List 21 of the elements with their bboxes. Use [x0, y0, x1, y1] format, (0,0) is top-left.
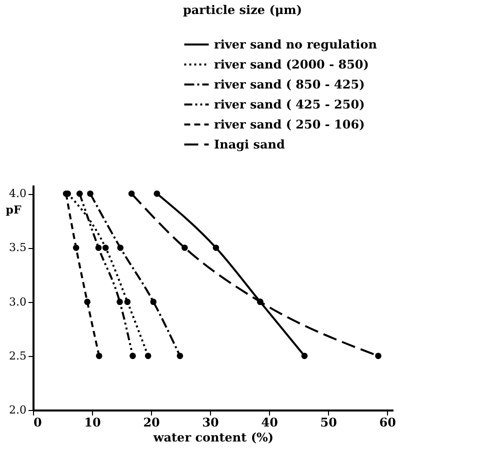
- y-tick-label: 2.5: [9, 349, 26, 362]
- y-axis-title: pF: [6, 204, 22, 216]
- x-tick-label: 0: [34, 416, 42, 430]
- y-tick-label: 3.0: [9, 295, 26, 308]
- y-tick-label: 2.0: [9, 404, 26, 416]
- y-tick-label: 4.0: [9, 187, 26, 200]
- legend-label: river sand ( 425 - 250): [214, 98, 365, 112]
- y-tick-label: 3.5: [9, 241, 26, 254]
- legend-label: river sand (2000 - 850): [214, 58, 369, 72]
- x-tick-label: 20: [143, 416, 160, 430]
- legend-title: particle size (μm): [183, 3, 302, 17]
- x-tick-label: 30: [202, 416, 219, 430]
- legend-label: Inagi sand: [214, 138, 286, 152]
- x-tick-label: 60: [379, 416, 396, 430]
- x-tick-label: 40: [261, 416, 278, 430]
- x-axis-title: water content (%): [152, 430, 274, 444]
- legend-label: river sand ( 850 - 425): [214, 78, 365, 92]
- legend-label: river sand ( 250 - 106): [214, 118, 365, 132]
- x-tick-label: 10: [84, 416, 101, 430]
- legend-label: river sand no regulation: [214, 38, 378, 52]
- x-tick-label: 50: [320, 416, 337, 430]
